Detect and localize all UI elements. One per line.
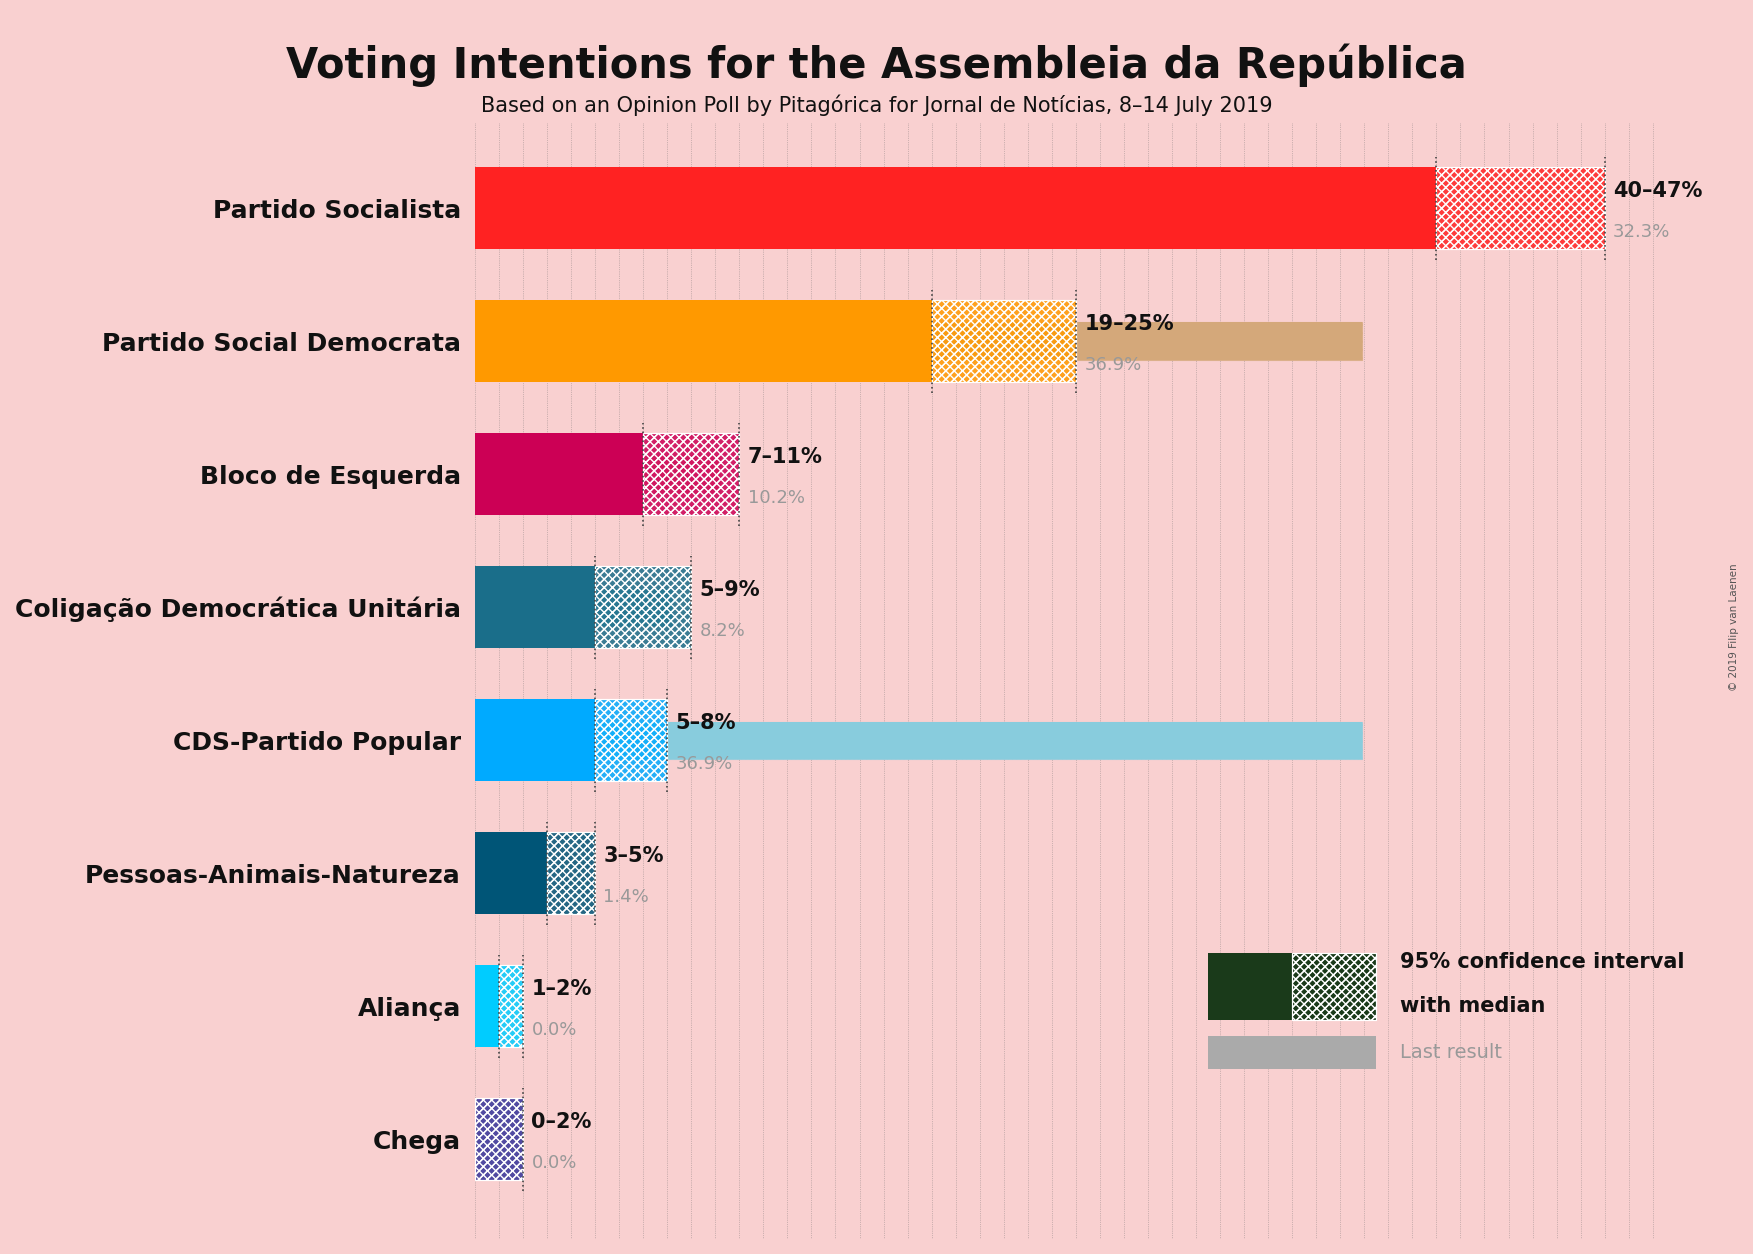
Text: 0–2%: 0–2% xyxy=(531,1112,593,1132)
Bar xyxy=(475,854,508,892)
Bar xyxy=(931,300,1076,382)
Text: 32.3%: 32.3% xyxy=(1613,223,1671,241)
Bar xyxy=(1292,953,1376,1020)
Bar xyxy=(594,566,691,648)
Text: 0.0%: 0.0% xyxy=(531,1021,577,1040)
Text: Voting Intentions for the Assembleia da República: Voting Intentions for the Assembleia da … xyxy=(286,44,1467,88)
Bar xyxy=(475,455,720,493)
Bar xyxy=(1436,167,1604,250)
Text: 0.0%: 0.0% xyxy=(531,1154,577,1172)
Bar xyxy=(475,698,594,781)
Text: 10.2%: 10.2% xyxy=(749,489,805,507)
Bar xyxy=(1436,167,1604,250)
Bar xyxy=(475,300,931,382)
Bar xyxy=(475,588,671,626)
Bar xyxy=(475,1099,522,1180)
Text: 36.9%: 36.9% xyxy=(675,755,733,774)
Bar xyxy=(475,433,643,515)
Bar xyxy=(475,966,500,1047)
Bar xyxy=(475,721,1362,759)
Bar xyxy=(475,189,1252,227)
Bar xyxy=(475,189,1252,227)
Bar xyxy=(475,721,1362,759)
Text: 3–5%: 3–5% xyxy=(603,846,664,867)
Bar xyxy=(475,455,720,493)
Text: © 2019 Filip van Laenen: © 2019 Filip van Laenen xyxy=(1728,563,1739,691)
Bar xyxy=(643,433,740,515)
Bar xyxy=(931,300,1076,382)
Text: with median: with median xyxy=(1401,996,1546,1016)
Bar xyxy=(475,322,1362,360)
Text: 1–2%: 1–2% xyxy=(531,979,593,999)
Bar xyxy=(1208,1036,1376,1070)
Bar xyxy=(475,322,1362,360)
Text: 7–11%: 7–11% xyxy=(749,446,822,466)
Bar xyxy=(475,167,1436,250)
Bar xyxy=(643,433,740,515)
Bar xyxy=(547,831,594,914)
Text: 95% confidence interval: 95% confidence interval xyxy=(1401,952,1685,972)
Bar xyxy=(547,831,594,914)
Text: 5–8%: 5–8% xyxy=(675,712,736,732)
Text: 1.4%: 1.4% xyxy=(603,888,649,907)
Bar xyxy=(1292,953,1376,1020)
Bar xyxy=(475,854,508,892)
Bar xyxy=(1292,953,1376,1020)
Bar xyxy=(475,1099,522,1180)
Bar xyxy=(594,698,668,781)
Bar xyxy=(500,966,522,1047)
Text: 40–47%: 40–47% xyxy=(1613,181,1702,201)
Bar xyxy=(547,831,594,914)
Bar xyxy=(500,966,522,1047)
Text: Last result: Last result xyxy=(1401,1043,1502,1062)
Bar xyxy=(1208,953,1292,1020)
Text: 19–25%: 19–25% xyxy=(1085,314,1175,334)
Text: 36.9%: 36.9% xyxy=(1085,356,1141,374)
Text: 5–9%: 5–9% xyxy=(699,579,761,599)
Bar xyxy=(594,698,668,781)
Text: Based on an Opinion Poll by Pitagórica for Jornal de Notícias, 8–14 July 2019: Based on an Opinion Poll by Pitagórica f… xyxy=(480,94,1273,115)
Bar xyxy=(1436,167,1604,250)
Bar xyxy=(475,588,671,626)
Bar xyxy=(500,966,522,1047)
Bar xyxy=(475,831,547,914)
Bar xyxy=(931,300,1076,382)
Bar xyxy=(643,433,740,515)
Text: 8.2%: 8.2% xyxy=(699,622,745,640)
Bar xyxy=(594,566,691,648)
Bar xyxy=(475,566,594,648)
Bar xyxy=(594,698,668,781)
Bar xyxy=(475,1099,522,1180)
Bar xyxy=(594,566,691,648)
